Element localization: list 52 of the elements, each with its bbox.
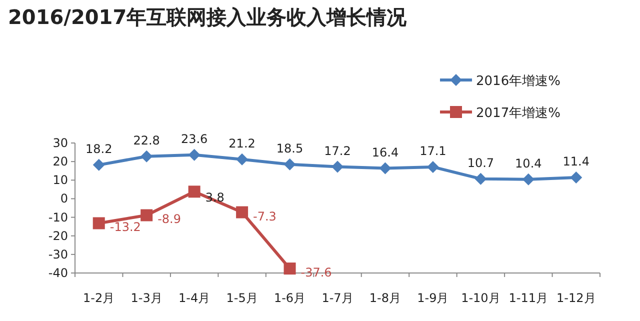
data-label: 10.4 (515, 156, 542, 170)
point (140, 209, 153, 222)
point (379, 162, 392, 174)
data-label: 10.7 (467, 156, 494, 170)
point (236, 153, 248, 166)
data-label: 18.5 (276, 141, 304, 156)
legend-label: 2016年增速% (476, 74, 560, 89)
x-tick-label: 1-9月 (417, 291, 449, 305)
y-tick-label: -30 (48, 247, 68, 262)
x-tick-label: 1-4月 (178, 291, 210, 305)
point (426, 160, 439, 173)
data-label: 22.8 (133, 133, 160, 148)
point (92, 217, 105, 230)
y-tick-label: 20 (52, 154, 68, 169)
legend-label: 2017年增速% (476, 106, 560, 121)
data-label: 16.4 (372, 145, 399, 160)
point (284, 262, 296, 275)
data-label: -13.2 (110, 220, 141, 234)
point (236, 206, 248, 218)
point (188, 148, 200, 161)
y-tick-label: 30 (52, 136, 68, 150)
title: 2016/2017年互联网接入业务收入增长情况 (8, 5, 407, 29)
data-label: 11.4 (562, 154, 590, 169)
x-tick-label: 1-8月 (369, 291, 402, 305)
x-tick-label: 1-5月 (226, 291, 258, 305)
x-tick-label: 1-12月 (556, 291, 596, 305)
data-label: 18.2 (86, 142, 112, 156)
data-label: -7.3 (253, 209, 276, 224)
y-tick-label: 10 (52, 173, 68, 188)
x-tick-label: 1-2月 (83, 291, 115, 305)
point (284, 158, 296, 170)
x-tick-label: 1-6月 (274, 291, 306, 305)
x-tick-label: 1-3月 (130, 291, 162, 305)
point (522, 173, 534, 186)
point (188, 186, 200, 198)
y-tick-label: 0 (60, 192, 68, 206)
point (570, 172, 582, 184)
point (92, 158, 105, 171)
y-tick-label: -10 (48, 210, 68, 224)
data-label: 17.2 (324, 144, 351, 158)
y-tick-label: -20 (48, 228, 68, 243)
data-label: 23.6 (180, 132, 208, 146)
x-tick-label: 1-7月 (322, 291, 354, 305)
point (140, 150, 153, 162)
y-tick-label: -40 (48, 266, 68, 280)
point (474, 172, 487, 185)
data-label: 17.1 (420, 144, 446, 158)
point (332, 160, 344, 173)
x-tick-label: 1-10月 (461, 291, 500, 305)
data-label: -8.9 (158, 212, 182, 226)
x-tick-label: 1-11月 (508, 291, 548, 305)
data-label: 21.2 (228, 136, 256, 150)
